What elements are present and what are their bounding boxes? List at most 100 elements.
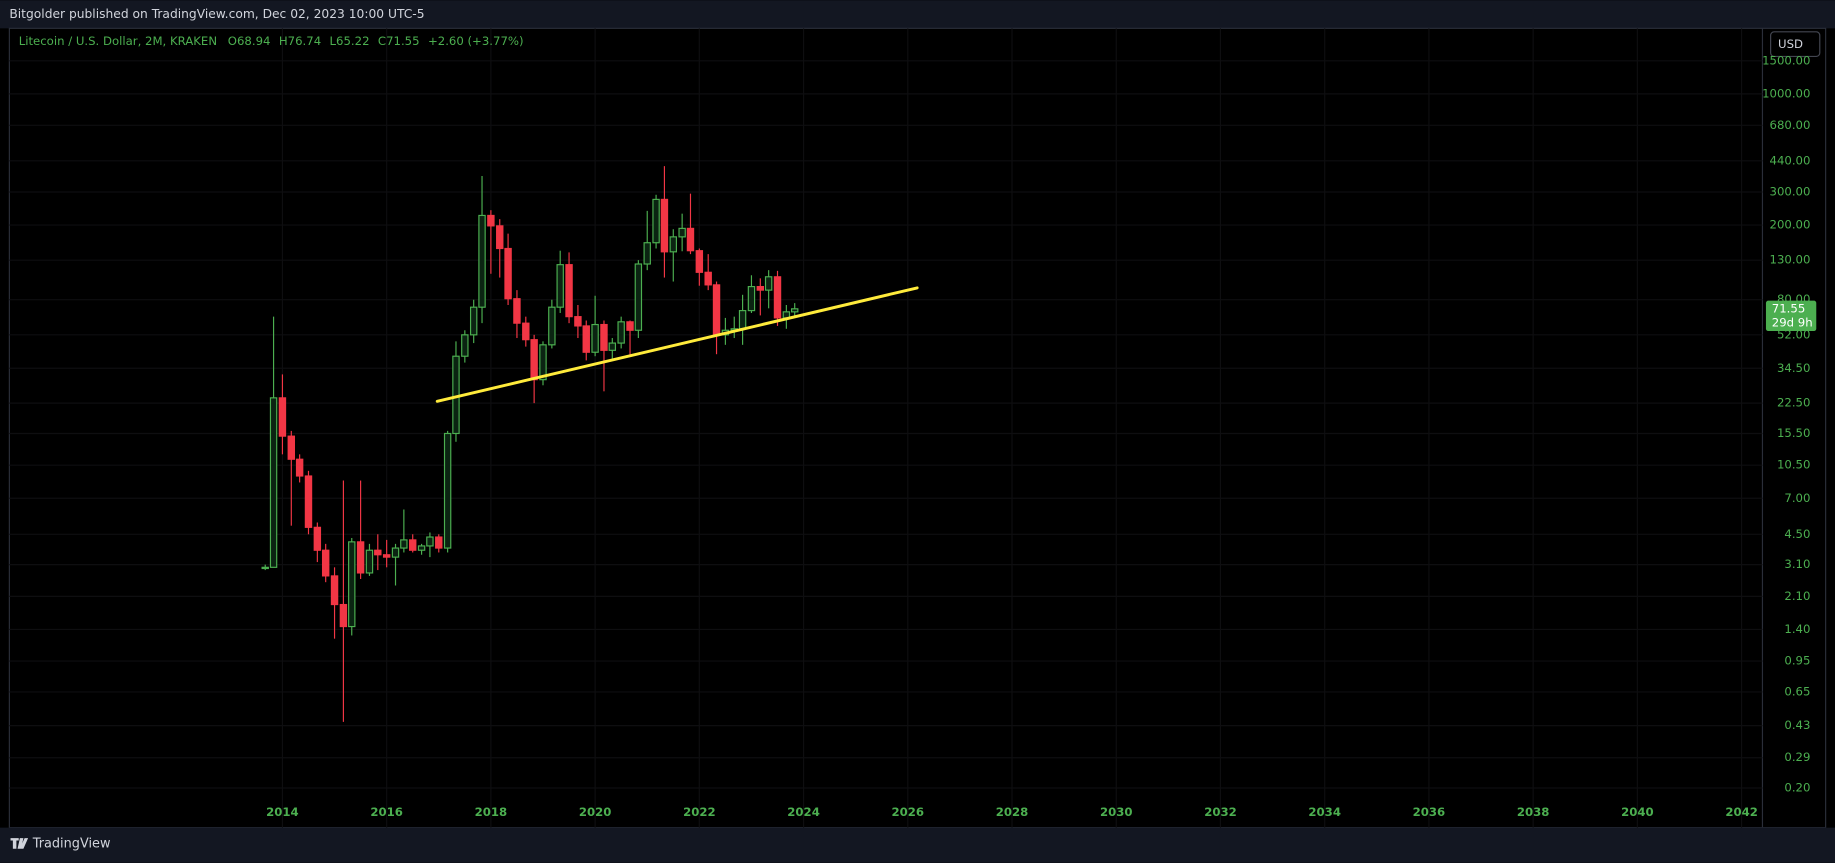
legend: Litecoin / U.S. Dollar, 2M, KRAKEN O68.9…: [19, 34, 524, 48]
header-bar: [0, 0, 1835, 29]
footer-bar: [0, 827, 1835, 863]
y-tick-label: 0.20: [1784, 781, 1810, 795]
candle-body: [574, 316, 582, 327]
candle-body: [530, 339, 538, 381]
candle-body: [504, 247, 512, 300]
candle-body: [313, 526, 322, 551]
y-tick-label: 0.43: [1784, 718, 1810, 732]
candle-body: [426, 536, 434, 547]
legend-change: +2.60 (+3.77%): [428, 34, 524, 48]
y-tick-label: 1500.00: [1762, 53, 1810, 67]
x-tick-label: 2028: [996, 805, 1029, 819]
legend-label: C: [378, 34, 386, 48]
candle-body: [409, 539, 417, 551]
x-tick-label: 2040: [1621, 805, 1654, 819]
candle-body: [600, 323, 608, 351]
candle-body: [591, 323, 599, 353]
candle-body: [356, 541, 365, 574]
candle-body: [391, 547, 400, 558]
candle-body: [374, 549, 382, 556]
candle-body: [617, 321, 625, 344]
legend-label: L: [330, 34, 337, 48]
candle-body: [764, 276, 773, 291]
candle-body: [756, 285, 765, 291]
y-tick-label: 200.00: [1770, 218, 1811, 232]
candle-body: [496, 225, 504, 250]
x-tick-label: 2036: [1413, 805, 1446, 819]
candle-body: [295, 458, 304, 477]
x-tick-label: 2032: [1204, 805, 1237, 819]
y-tick-label: 0.29: [1784, 750, 1810, 764]
candle-body: [513, 298, 521, 324]
y-tick-label: 2.10: [1784, 589, 1810, 603]
brand-logo: [10, 838, 29, 849]
y-tick-label: 300.00: [1770, 185, 1811, 199]
brand-name: TradingView: [32, 837, 111, 852]
y-tick-label: 22.50: [1777, 396, 1810, 410]
y-tick-label: 680.00: [1770, 118, 1811, 132]
x-tick-label: 2034: [1308, 805, 1341, 819]
candle-body: [539, 344, 547, 381]
legend-label: H: [279, 34, 288, 48]
candle-body: [652, 198, 660, 244]
candle-body: [339, 603, 348, 628]
x-tick-label: 2038: [1517, 805, 1550, 819]
candle-body: [582, 325, 590, 353]
y-tick-label: 0.95: [1784, 654, 1810, 668]
candle-body: [773, 276, 782, 319]
candle-body: [678, 227, 686, 238]
legend-label: O: [228, 34, 237, 48]
x-tick-label: 2020: [579, 805, 612, 819]
y-tick-label: 4.50: [1784, 527, 1810, 541]
candle-body: [487, 214, 495, 227]
last-price-label: 71.55: [1772, 301, 1805, 315]
legend-value: 71.55: [386, 34, 419, 48]
candle-body: [278, 397, 287, 437]
plot-area: 2014 2016 2018 2020 2022 2024 2026 2028 2030 2032…: [9, 28, 1763, 828]
x-tick-label: 2018: [475, 805, 508, 819]
candle-body: [556, 264, 564, 308]
y-tick-label: 15.50: [1777, 426, 1810, 440]
candle-body: [435, 536, 443, 549]
candle-body: [695, 250, 704, 273]
currency-button[interactable]: [1770, 31, 1821, 58]
candle-body: [747, 285, 756, 312]
legend-title: Litecoin / U.S. Dollar, 2M, KRAKEN: [19, 34, 217, 48]
candle-body: [417, 545, 426, 551]
y-tick-label: 34.50: [1777, 361, 1810, 375]
candle-body: [261, 566, 269, 570]
candle-body: [712, 284, 721, 336]
x-tick-label: 2022: [683, 805, 716, 819]
candle-body: [548, 306, 556, 346]
candle-body: [348, 541, 356, 628]
x-tick-label: 2024: [787, 805, 820, 819]
y-tick-label: 130.00: [1770, 253, 1811, 267]
candle-body: [269, 397, 278, 568]
y-tick-label: 3.10: [1784, 557, 1810, 571]
candle-body: [522, 322, 530, 341]
candle-body: [643, 242, 651, 265]
x-tick-label: 2030: [1100, 805, 1133, 819]
legend-value: 76.74: [288, 34, 321, 48]
last-price-box: [1765, 300, 1817, 332]
legend-value: 65.22: [336, 34, 369, 48]
y-tick-label: 7.00: [1784, 491, 1810, 505]
x-tick-label: 2016: [370, 805, 403, 819]
candle-body: [608, 342, 617, 351]
currency-button-label[interactable]: USD: [1778, 37, 1803, 51]
header-text: Bitgolder published on TradingView.com, …: [9, 7, 424, 21]
candle-body: [669, 236, 677, 253]
y-tick-label: 10.50: [1777, 458, 1810, 472]
candle-body: [469, 306, 478, 336]
candle-body: [790, 308, 799, 313]
x-tick-label: 2026: [892, 805, 925, 819]
candle-body: [304, 475, 313, 528]
candle-body: [400, 539, 408, 549]
x-tick-label: 2042: [1725, 805, 1758, 819]
candle-body: [382, 554, 391, 558]
trend-line: [435, 286, 919, 403]
y-tick-label: 440.00: [1770, 153, 1811, 167]
